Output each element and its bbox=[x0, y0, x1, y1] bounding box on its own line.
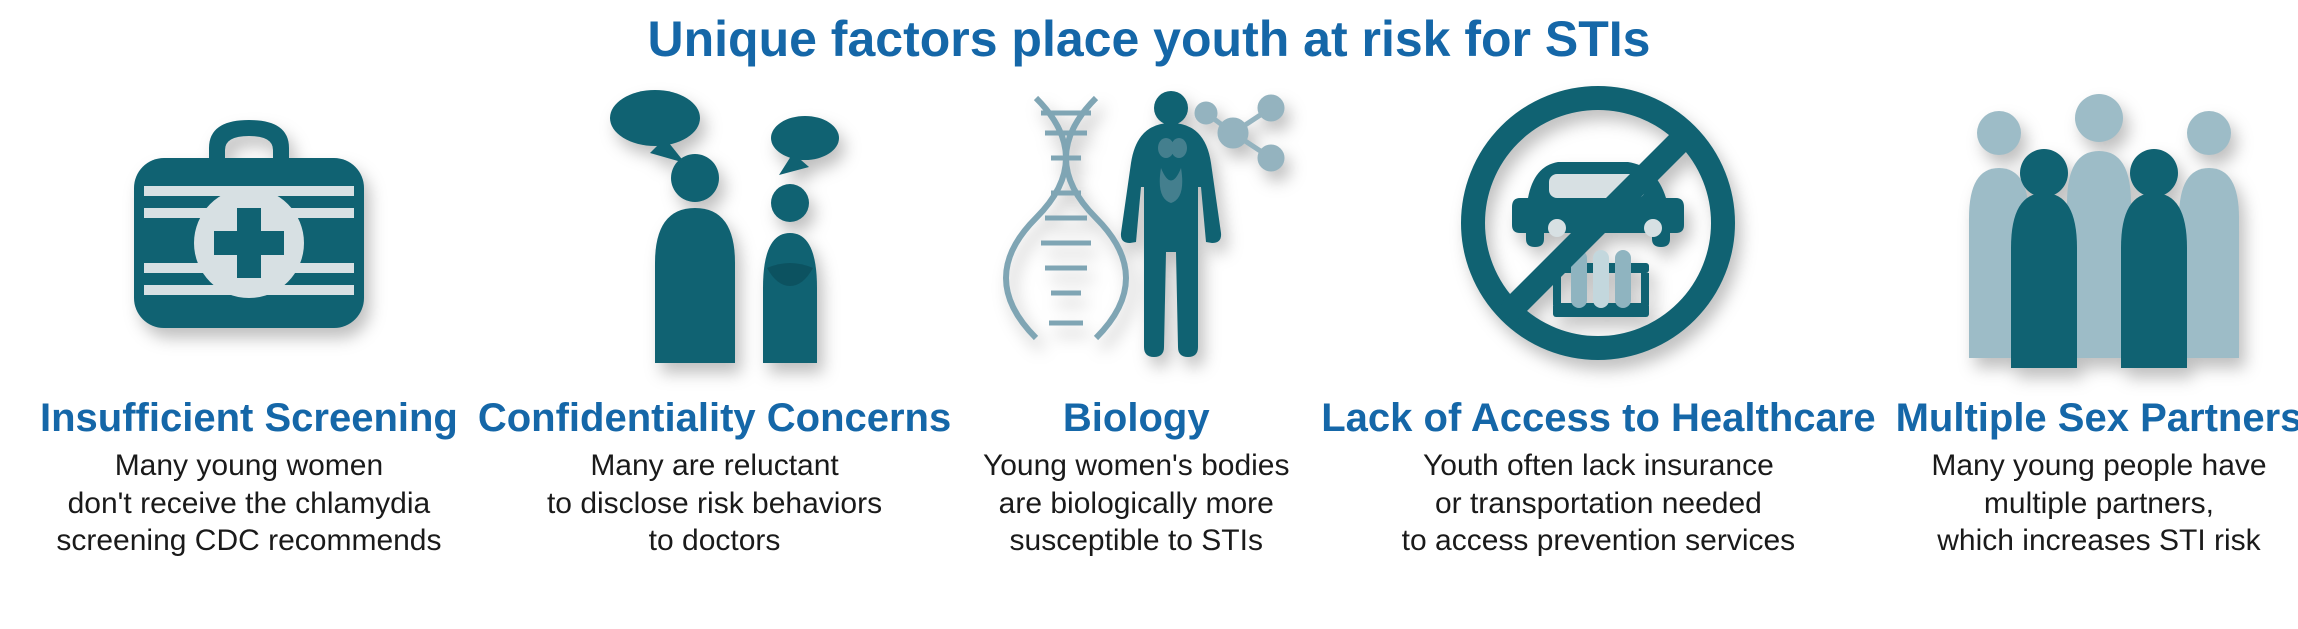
card-description: Many young people have multiple partners… bbox=[1931, 447, 2266, 560]
card-lack-of-access: Lack of Access to Healthcare Youth often… bbox=[1311, 78, 1885, 560]
card-heading: Biology bbox=[1063, 396, 1210, 441]
card-description: Young women's bodies are biologically mo… bbox=[983, 447, 1290, 560]
card-heading: Insufficient Screening bbox=[40, 396, 458, 441]
card-description: Youth often lack insurance or transporta… bbox=[1402, 447, 1796, 560]
card-heading: Lack of Access to Healthcare bbox=[1321, 396, 1875, 441]
biology-icon bbox=[971, 78, 1301, 368]
card-heading: Multiple Sex Partners bbox=[1896, 396, 2298, 441]
card-confidentiality-concerns: Confidentiality Concerns Many are reluct… bbox=[468, 78, 961, 560]
main-title: Unique factors place youth at risk for S… bbox=[647, 10, 1650, 68]
card-heading: Confidentiality Concerns bbox=[478, 396, 951, 441]
card-description: Many young women don't receive the chlam… bbox=[56, 447, 441, 560]
card-multiple-partners: Multiple Sex Partners Many young people … bbox=[1886, 78, 2298, 560]
card-biology: Biology Young women's bodies are biologi… bbox=[961, 78, 1311, 560]
card-description: Many are reluctant to disclose risk beha… bbox=[547, 447, 882, 560]
infographic-root: Unique factors place youth at risk for S… bbox=[0, 0, 2298, 629]
group-people-icon bbox=[1919, 78, 2279, 368]
medical-kit-icon bbox=[114, 78, 384, 368]
card-insufficient-screening: Insufficient Screening Many young women … bbox=[30, 78, 468, 560]
cards-row: Insufficient Screening Many young women … bbox=[0, 78, 2298, 560]
no-access-icon bbox=[1453, 78, 1743, 368]
conversation-icon bbox=[545, 78, 885, 368]
